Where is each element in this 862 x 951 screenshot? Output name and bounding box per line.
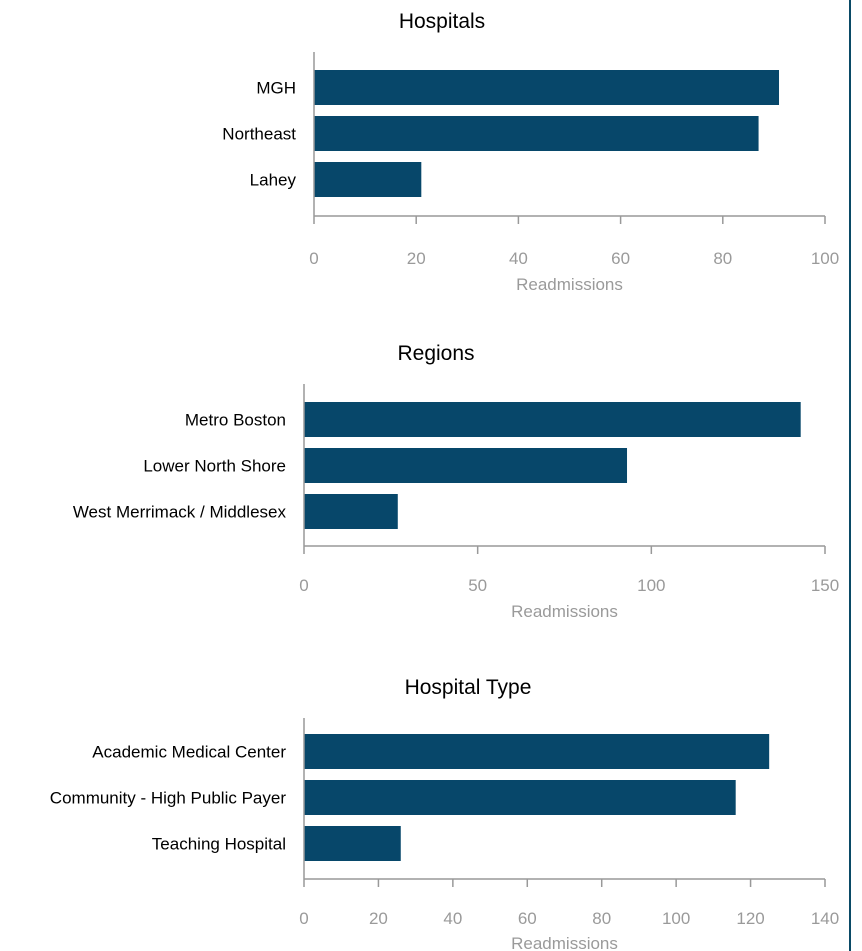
x-tick-label: 20 xyxy=(369,909,388,928)
x-tick-label: 60 xyxy=(611,249,630,268)
bar xyxy=(304,494,398,529)
bar xyxy=(304,826,401,861)
x-tick-label: 150 xyxy=(811,576,839,595)
x-tick-label: 100 xyxy=(662,909,690,928)
x-tick-label: 100 xyxy=(637,576,665,595)
x-axis-title: Readmissions xyxy=(516,275,623,294)
chart-title: Hospital Type xyxy=(405,676,532,699)
category-label: West Merrimack / Middlesex xyxy=(73,503,287,522)
bar xyxy=(304,448,628,483)
category-label: Community - High Public Payer xyxy=(50,789,287,808)
x-tick-label: 20 xyxy=(407,249,426,268)
category-label: MGH xyxy=(256,79,296,98)
x-tick-label: 140 xyxy=(811,909,839,928)
x-tick-label: 0 xyxy=(299,909,308,928)
bar xyxy=(304,402,801,437)
category-label: Teaching Hospital xyxy=(152,835,286,854)
x-tick-label: 100 xyxy=(811,249,839,268)
x-tick-label: 0 xyxy=(299,576,308,595)
x-tick-label: 40 xyxy=(443,909,462,928)
bar xyxy=(314,116,759,151)
x-tick-label: 80 xyxy=(713,249,732,268)
category-label: Lower North Shore xyxy=(143,457,286,476)
category-label: Lahey xyxy=(250,171,297,190)
bar xyxy=(304,734,770,769)
x-tick-label: 120 xyxy=(736,909,764,928)
x-tick-label: 0 xyxy=(309,249,318,268)
chart-title: Hospitals xyxy=(399,10,485,33)
x-tick-label: 60 xyxy=(518,909,537,928)
x-tick-label: 40 xyxy=(509,249,528,268)
bar xyxy=(314,162,422,197)
right-border xyxy=(849,0,851,951)
x-tick-label: 80 xyxy=(592,909,611,928)
chart-title: Regions xyxy=(397,342,474,365)
category-label: Metro Boston xyxy=(185,411,286,430)
x-axis-title: Readmissions xyxy=(511,602,618,621)
bar xyxy=(314,70,780,105)
x-axis-title: Readmissions xyxy=(511,934,618,951)
x-tick-label: 50 xyxy=(468,576,487,595)
category-label: Northeast xyxy=(222,125,296,144)
category-label: Academic Medical Center xyxy=(92,743,286,762)
bar xyxy=(304,780,736,815)
